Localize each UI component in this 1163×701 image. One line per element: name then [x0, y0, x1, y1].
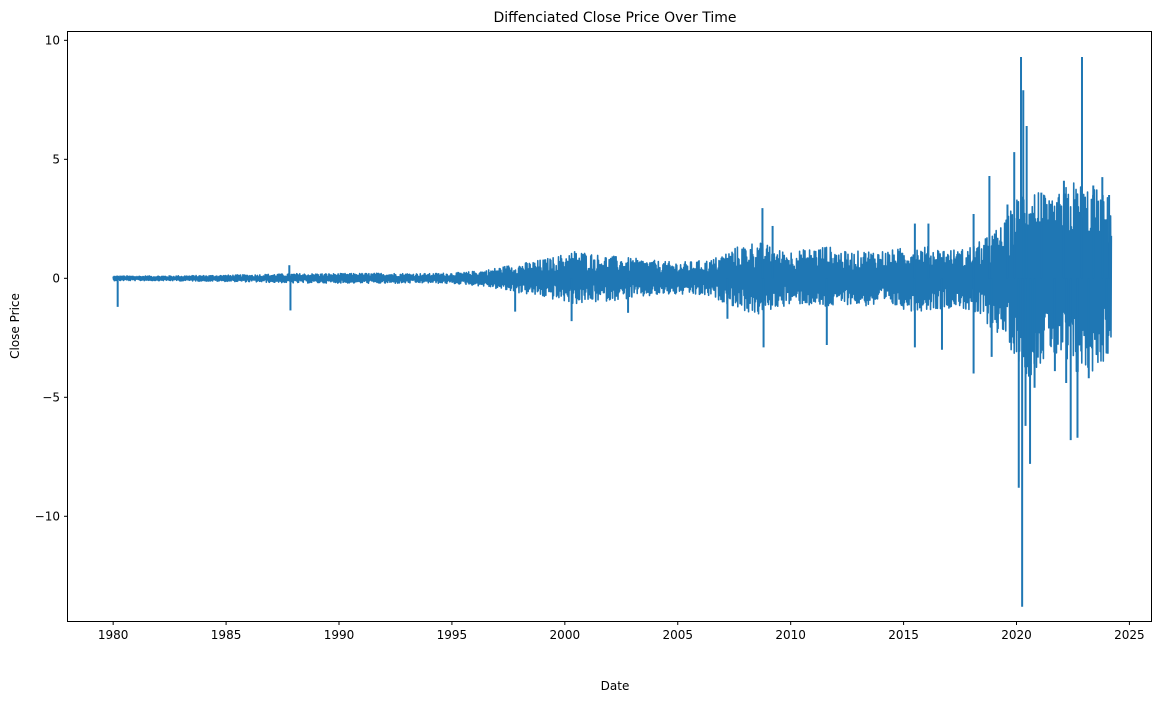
x-tick-label: 2015	[888, 628, 919, 642]
y-tick-label: −5	[42, 390, 60, 404]
x-axis: 1980 1985 1990 1995 2000 2005 2010 2015 2020 2025	[98, 621, 1145, 642]
x-tick-label: 2000	[550, 628, 581, 642]
y-tick-label: 0	[52, 271, 60, 285]
y-axis: 10 5 0 −5 −10	[35, 33, 68, 523]
x-tick-label: 1995	[437, 628, 468, 642]
y-tick-label: 10	[45, 33, 60, 47]
x-tick-label: 1985	[211, 628, 242, 642]
x-tick-label: 1980	[98, 628, 129, 642]
y-tick-label: 5	[52, 152, 60, 166]
plot-frame	[67, 31, 1152, 622]
x-tick-label: 1990	[324, 628, 355, 642]
x-tick-label: 2010	[775, 628, 806, 642]
x-tick-label: 2025	[1114, 628, 1145, 642]
y-tick-label: −10	[35, 509, 60, 523]
series-layer	[112, 56, 1113, 607]
series-line	[112, 182, 1113, 377]
x-tick-label: 2020	[1001, 628, 1032, 642]
chart-title: Diffenciated Close Price Over Time	[494, 10, 737, 26]
y-axis-label: Close Price	[8, 293, 22, 359]
x-tick-label: 2005	[662, 628, 693, 642]
x-axis-label: Date	[601, 679, 630, 693]
